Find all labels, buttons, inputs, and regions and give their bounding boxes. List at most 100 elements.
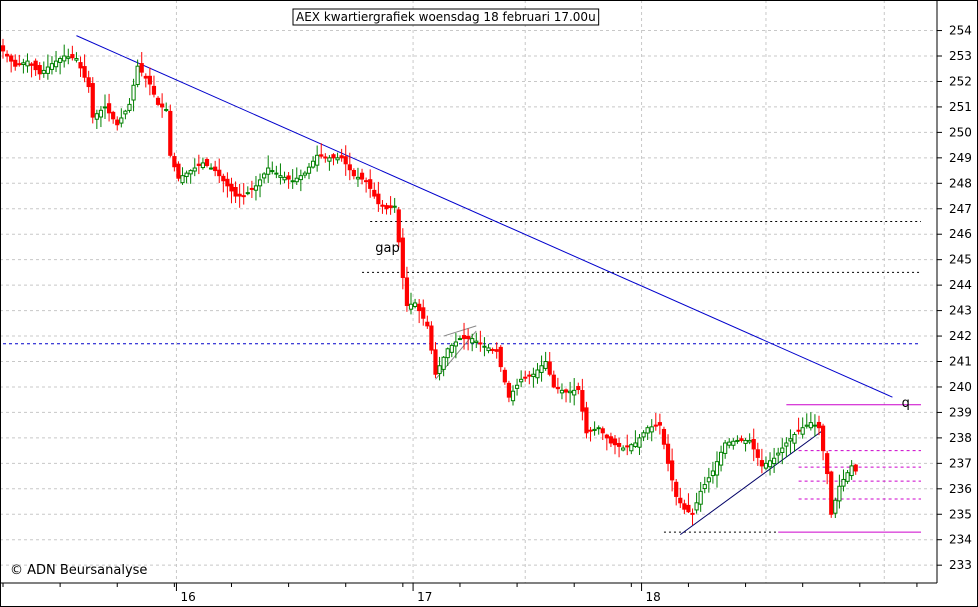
candle-body (135, 65, 140, 86)
candle-body (792, 433, 797, 444)
candle-body (355, 176, 361, 180)
candle-body (674, 481, 679, 497)
annotation-label: q (902, 396, 910, 411)
candle-body (441, 356, 446, 370)
candle-body (551, 374, 556, 388)
candle-body (616, 442, 622, 447)
candle-body (706, 477, 711, 483)
x-tick-label: 18 (646, 590, 661, 604)
candle-body (690, 512, 695, 515)
candle-body (188, 170, 193, 175)
candle-body (123, 110, 128, 115)
y-tick-label: 233 (949, 558, 972, 572)
y-tick-label: 245 (949, 253, 972, 267)
candle-body (604, 434, 609, 439)
candle-body (645, 427, 650, 434)
candle-body (816, 421, 822, 429)
candle-body (368, 179, 373, 189)
candle-body (323, 156, 328, 159)
candle-body (294, 177, 299, 183)
candle-body (286, 175, 291, 180)
candle-body (665, 443, 671, 464)
candle-body (661, 428, 667, 445)
candle-body (437, 365, 442, 374)
candle-body (723, 442, 728, 454)
candle-body (657, 422, 662, 426)
candle-body (119, 117, 124, 124)
candle-body (682, 503, 687, 510)
candle-body (62, 55, 67, 62)
candle-body (559, 389, 565, 394)
candle-body (829, 471, 834, 515)
candle-body (147, 75, 152, 85)
candle-body (364, 180, 369, 183)
candle-body (347, 164, 352, 171)
candle-body (217, 169, 222, 177)
candle-body (266, 167, 271, 175)
candle-body (743, 439, 748, 444)
candle-body (404, 277, 410, 307)
candle-body (37, 65, 42, 75)
candle-body (470, 338, 475, 344)
candle-body (498, 346, 503, 368)
candle-body (396, 209, 401, 243)
candle-body (482, 345, 487, 348)
candle-body (172, 156, 177, 168)
candle-body (710, 470, 716, 477)
candle-body (506, 382, 512, 398)
candle-body (0, 45, 6, 52)
candle-body (213, 166, 218, 172)
candle-body (698, 490, 703, 505)
candle-body (841, 478, 846, 487)
candle-body (78, 62, 83, 69)
candle-body (290, 180, 295, 183)
candle-body (9, 55, 14, 62)
candle-body (670, 460, 675, 481)
candle-body (702, 484, 707, 490)
candle-body (767, 460, 773, 468)
candle-body (151, 85, 157, 95)
trendline-downtrend (76, 35, 893, 398)
candle-body (196, 163, 201, 166)
candle-body (649, 426, 654, 433)
candle-body (535, 369, 540, 379)
candle-body (812, 424, 818, 427)
candle-body (237, 193, 242, 197)
candle-body (90, 83, 95, 118)
candle-body (478, 342, 483, 345)
candle-body (359, 172, 365, 180)
y-tick-label: 246 (949, 227, 972, 241)
candle-body (380, 204, 385, 207)
horizontal-lines (3, 220, 921, 533)
candle-body (221, 175, 226, 182)
candle-body (184, 172, 189, 178)
candle-body (788, 438, 793, 442)
candle-body (547, 361, 552, 375)
candle-body (608, 436, 614, 444)
candle-body (4, 53, 10, 57)
candle-body (29, 63, 34, 66)
candle-body (584, 407, 589, 434)
candle-body (310, 160, 316, 168)
candle-body (727, 441, 732, 446)
candle-body (229, 183, 234, 192)
candle-body (527, 374, 532, 377)
candle-body (531, 373, 536, 378)
candle-body (731, 440, 736, 446)
candle-body (421, 307, 426, 319)
candle-body (351, 170, 356, 177)
y-tick-label: 238 (949, 431, 972, 445)
candle-body (686, 504, 691, 513)
candle-body (139, 63, 144, 73)
candle-body (131, 84, 136, 101)
candle-body (200, 162, 206, 169)
candle-body (849, 465, 854, 477)
candle-body (425, 321, 430, 327)
candle-body (759, 460, 764, 467)
chart-title: AEX kwartiergrafiek woensdag 18 februari… (296, 10, 596, 24)
candle-body (245, 192, 250, 195)
candle-body (180, 175, 185, 184)
